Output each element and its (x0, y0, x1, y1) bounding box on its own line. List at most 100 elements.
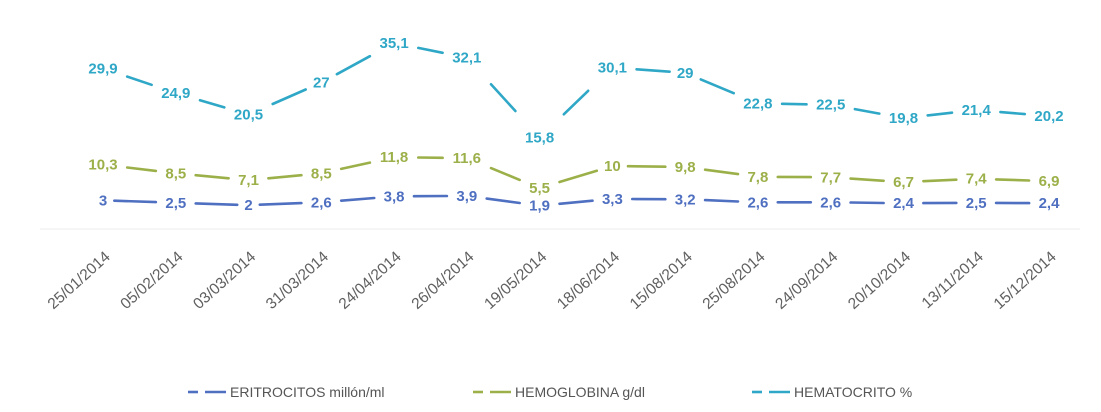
hematocrito-segment (635, 68, 671, 73)
hematocrito-segment (853, 107, 881, 115)
eritrocitos-millon-ml-segment (485, 197, 522, 205)
data-labels: 3 2,5 2 2,6 3,8 3,9 1,9 3,3 3,2 2,6 2,6 2,4 2,5 2,4 10… (88, 35, 1063, 215)
hematocrito-data-label: 32,1 (452, 50, 481, 67)
hemoglobina-g-dl-data-label: 10 (604, 158, 621, 175)
eritrocitos-millon-ml-segment (194, 202, 239, 207)
eritrocitos-millon-ml-data-label: 2,6 (311, 194, 332, 211)
x-tick-label: 24/04/2014 (336, 248, 405, 313)
series-lines (113, 46, 1031, 207)
eritrocitos-millon-ml-data-label: 2,6 (820, 194, 841, 211)
hematocrito-segment (125, 75, 153, 87)
eritrocitos-millon-ml-segment (558, 199, 594, 206)
hemoglobina-g-dl-segment (339, 161, 372, 171)
legend-label: HEMOGLOBINA g/dl (515, 384, 645, 400)
hematocrito-segment (699, 78, 736, 95)
hemoglobina-g-dl-segment (626, 164, 667, 168)
eritrocitos-millon-ml-segment (703, 198, 740, 203)
hematocrito-data-label: 29 (677, 65, 694, 82)
eritrocitos-millon-ml-data-label: 3,2 (675, 191, 696, 208)
hematocrito-data-label: 35,1 (379, 35, 408, 52)
x-tick-label: 19/05/2014 (481, 248, 550, 313)
x-tick-label: 24/09/2014 (772, 248, 841, 313)
hemoglobina-g-dl-segment (849, 177, 885, 183)
hematocrito-segment (780, 102, 808, 106)
x-tick-label: 18/06/2014 (554, 248, 623, 313)
x-tick-label: 05/02/2014 (117, 248, 186, 313)
hematocrito-data-label: 21,4 (962, 102, 992, 119)
x-tick-label: 25/01/2014 (45, 248, 114, 313)
hematocrito-segment (489, 83, 517, 113)
hemoglobina-g-dl-segment (703, 168, 740, 176)
hemoglobina-g-dl-segment (489, 166, 522, 182)
eritrocitos-millon-ml-data-label: 3,9 (456, 188, 477, 205)
x-tick-label: 31/03/2014 (263, 248, 332, 313)
hemoglobina-g-dl-segment (125, 166, 158, 173)
hemoglobina-g-dl-data-label: 6,9 (1039, 173, 1060, 190)
hematocrito-data-label: 27 (313, 75, 330, 92)
hematocrito-data-label: 20,5 (234, 107, 263, 124)
hematocrito-segment (416, 46, 444, 55)
eritrocitos-millon-ml-data-label: 3 (99, 192, 107, 209)
x-axis-tick-labels: 25/01/2014 05/02/2014 03/03/2014 31/03/2014… (45, 248, 1060, 313)
eritrocitos-millon-ml-data-label: 2,6 (747, 194, 768, 211)
eritrocitos-millon-ml-data-label: 2,5 (966, 195, 987, 212)
legend-item-hemoglobina-g-dl: HEMOGLOBINA g/dl (473, 384, 645, 400)
legend-label: HEMATOCRITO % (794, 384, 912, 400)
hemoglobina-g-dl-segment (194, 173, 230, 180)
hematocrito-segment (335, 54, 372, 76)
eritrocitos-millon-ml-data-label: 2 (244, 197, 252, 214)
hematocrito-segment (926, 111, 954, 117)
legend-item-eritrocitos-millon-ml: ERITROCITOS millón/ml (188, 384, 385, 400)
eritrocitos-millon-ml-data-label: 1,9 (529, 198, 550, 215)
hemoglobina-g-dl-segment (994, 178, 1031, 182)
legend-label: ERITROCITOS millón/ml (230, 384, 385, 400)
eritrocitos-millon-ml-data-label: 2,4 (893, 195, 915, 212)
eritrocitos-millon-ml-segment (113, 199, 158, 204)
x-tick-label: 26/04/2014 (408, 248, 477, 313)
x-tick-label: 25/08/2014 (700, 248, 769, 313)
eritrocitos-millon-ml-segment (339, 196, 376, 202)
hematocrito-data-label: 15,8 (525, 130, 554, 147)
eritrocitos-millon-ml-data-label: 2,4 (1039, 195, 1061, 212)
hematocrito-data-label: 30,1 (598, 60, 627, 77)
hematocrito-data-label: 29,9 (88, 61, 117, 78)
hemoglobina-g-dl-segment (558, 169, 599, 184)
hemoglobina-g-dl-data-label: 6,7 (893, 174, 914, 191)
hematocrito-data-label: 22,5 (816, 97, 845, 114)
x-tick-label: 15/12/2014 (991, 248, 1060, 313)
x-tick-label: 15/08/2014 (627, 248, 696, 313)
eritrocitos-millon-ml-data-label: 3,8 (384, 188, 405, 205)
hemoglobina-g-dl-segment (267, 173, 303, 180)
hemoglobina-g-dl-data-label: 8,5 (311, 165, 332, 182)
hematocrito-segment (271, 88, 308, 106)
hemoglobina-g-dl-data-label: 7,7 (820, 169, 841, 186)
hemoglobina-g-dl-segment (922, 178, 958, 183)
hematocrito-segment (198, 98, 226, 109)
hemoglobina-g-dl-data-label: 10,3 (88, 157, 117, 174)
x-tick-label: 20/10/2014 (845, 248, 914, 313)
x-tick-label: 03/03/2014 (190, 248, 259, 313)
hemoglobina-g-dl-data-label: 9,8 (675, 159, 696, 176)
eritrocitos-millon-ml-data-label: 2,5 (165, 195, 186, 212)
hematocrito-data-label: 24,9 (161, 85, 190, 102)
hematocrito-segment (999, 110, 1027, 116)
hemoglobina-g-dl-data-label: 7,4 (966, 171, 988, 188)
x-tick-label: 13/11/2014 (919, 248, 987, 312)
hemoglobina-g-dl-data-label: 11,8 (380, 149, 408, 166)
eritrocitos-millon-ml-segment (258, 201, 303, 206)
legend: ERITROCITOS millón/ml HEMOGLOBINA g/dl HEM… (188, 384, 912, 400)
eritrocitos-millon-ml-data-label: 3,3 (602, 191, 623, 208)
hematocrito-data-label: 20,2 (1034, 108, 1063, 125)
legend-item-hematocrito: HEMATOCRITO % (752, 384, 912, 400)
hemoglobina-g-dl-data-label: 7,1 (238, 172, 259, 189)
hemoglobina-g-dl-data-label: 7,8 (747, 169, 768, 186)
eritrocitos-millon-ml-segment (849, 201, 885, 205)
hematocrito-data-label: 19,8 (889, 110, 918, 127)
hematocrito-segment (562, 89, 590, 116)
hemoglobina-g-dl-data-label: 8,5 (165, 165, 186, 182)
hemoglobina-g-dl-data-label: 11,6 (453, 150, 481, 167)
hematocrito-data-label: 22,8 (743, 95, 772, 112)
hemoglobina-g-dl-data-label: 5,5 (529, 180, 550, 197)
